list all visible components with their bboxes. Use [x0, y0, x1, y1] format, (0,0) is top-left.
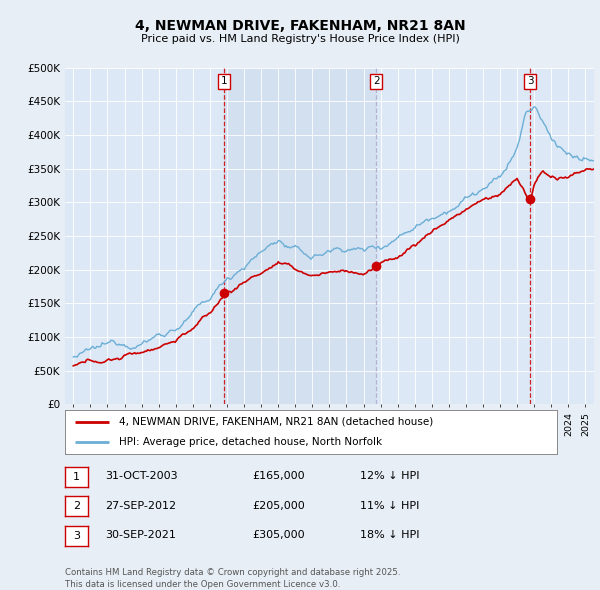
Text: Price paid vs. HM Land Registry's House Price Index (HPI): Price paid vs. HM Land Registry's House …	[140, 34, 460, 44]
Text: 2: 2	[73, 502, 80, 511]
Text: 1: 1	[73, 472, 80, 481]
Text: 1: 1	[221, 76, 227, 86]
Text: 2: 2	[373, 76, 379, 86]
Text: 30-SEP-2021: 30-SEP-2021	[105, 530, 176, 540]
Text: £165,000: £165,000	[252, 471, 305, 481]
Text: 4, NEWMAN DRIVE, FAKENHAM, NR21 8AN: 4, NEWMAN DRIVE, FAKENHAM, NR21 8AN	[134, 19, 466, 33]
Text: 11% ↓ HPI: 11% ↓ HPI	[360, 501, 419, 510]
Text: HPI: Average price, detached house, North Norfolk: HPI: Average price, detached house, Nort…	[119, 437, 382, 447]
Bar	[224, 68, 376, 404]
Text: Contains HM Land Registry data © Crown copyright and database right 2025.
This d: Contains HM Land Registry data © Crown c…	[65, 568, 400, 589]
Text: 3: 3	[73, 531, 80, 540]
Text: 18% ↓ HPI: 18% ↓ HPI	[360, 530, 419, 540]
Text: £305,000: £305,000	[252, 530, 305, 540]
Text: £205,000: £205,000	[252, 501, 305, 510]
Text: 3: 3	[527, 76, 533, 86]
Text: 4, NEWMAN DRIVE, FAKENHAM, NR21 8AN (detached house): 4, NEWMAN DRIVE, FAKENHAM, NR21 8AN (det…	[119, 417, 433, 427]
Text: 31-OCT-2003: 31-OCT-2003	[105, 471, 178, 481]
Text: 27-SEP-2012: 27-SEP-2012	[105, 501, 176, 510]
Text: 12% ↓ HPI: 12% ↓ HPI	[360, 471, 419, 481]
